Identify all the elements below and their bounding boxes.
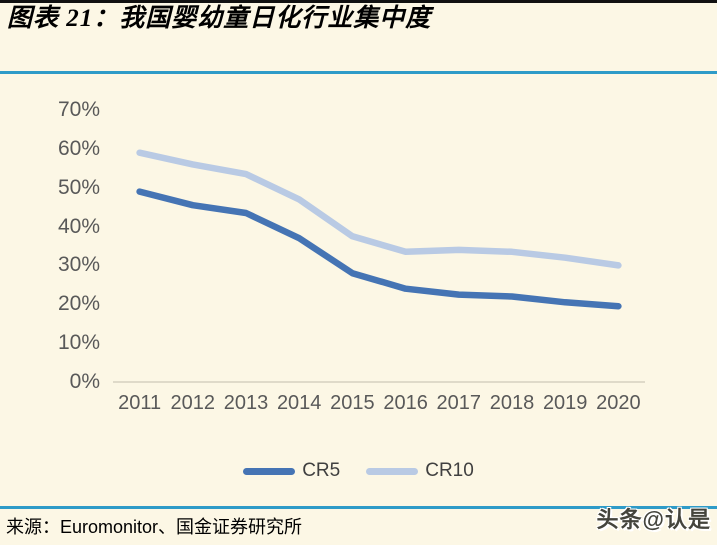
y-tick-label: 0% <box>69 370 100 393</box>
y-tick-label: 70% <box>57 98 100 121</box>
source-text: 来源：Euromonitor、国金证券研究所 <box>6 517 303 537</box>
legend-item-cr10: CR10 <box>366 459 474 483</box>
cr5-swatch-icon <box>243 467 296 475</box>
x-tick-label: 2018 <box>489 392 535 414</box>
y-tick-label: 30% <box>57 253 100 277</box>
x-tick-label: 2017 <box>436 392 482 414</box>
y-tick-label: 50% <box>57 175 100 199</box>
cr5-line <box>136 188 622 310</box>
top-border <box>0 0 717 3</box>
header-rule <box>0 71 717 74</box>
y-tick-label: 20% <box>57 292 100 316</box>
cr10-line <box>136 149 622 269</box>
concentration-line-chart: 0% 10% 20% 30% 40% 50% 60% 70% 2011 2012 2013 2014… <box>0 85 717 430</box>
y-tick-label: 40% <box>57 214 100 238</box>
cr10-swatch-icon <box>366 467 419 475</box>
legend-label-cr10: CR10 <box>425 460 474 481</box>
y-tick-label: 10% <box>57 331 100 355</box>
watermark: 头条@认是 <box>596 507 711 532</box>
x-tick-label: 2011 <box>118 392 162 414</box>
x-tick-label: 2015 <box>330 392 375 414</box>
chart-legend: CR5 CR10 <box>0 458 717 484</box>
plot-svg <box>113 149 645 383</box>
footer-rule <box>0 506 717 509</box>
x-tick-label: 2020 <box>596 392 641 414</box>
y-tick-label: 60% <box>57 136 100 160</box>
legend-item-cr5: CR5 <box>243 459 340 483</box>
x-tick-label: 2014 <box>276 392 322 414</box>
x-tick-label: 2016 <box>383 392 428 414</box>
page-title: 图表 21：我国婴幼童日化行业集中度 <box>7 5 432 32</box>
x-tick-label: 2012 <box>170 392 216 414</box>
x-tick-label: 2019 <box>542 392 588 414</box>
x-tick-label: 2013 <box>223 392 269 414</box>
legend-label-cr5: CR5 <box>302 460 341 481</box>
